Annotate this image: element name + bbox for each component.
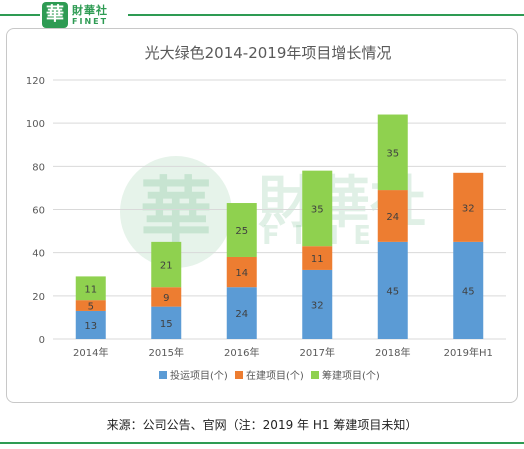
bar-segment-1 <box>377 190 408 242</box>
header-line-right <box>128 14 524 16</box>
source-note: 来源：公司公告、官网（注：2019 年 H1 筹建项目未知） <box>106 418 418 432</box>
x-tick-label: 2015年 <box>149 346 184 359</box>
footer-line <box>0 442 524 444</box>
y-tick-label: 20 <box>32 292 45 303</box>
data-label: 9 <box>163 293 169 304</box>
bar-segment-0 <box>302 269 333 339</box>
data-label: 15 <box>160 319 173 330</box>
legend-label-1: 在建项目(个) <box>246 369 304 382</box>
logo-name-en: FINET <box>72 16 109 26</box>
data-label: 35 <box>311 204 324 215</box>
bar-segment-1 <box>151 287 182 307</box>
bar-segment-2 <box>226 203 257 257</box>
x-tick-label: 2019年H1 <box>444 346 493 359</box>
bar-segment-0 <box>226 287 257 339</box>
bar-segment-0 <box>377 241 408 339</box>
watermark-badge-circle <box>120 156 232 268</box>
x-tick-label: 2017年 <box>300 346 335 359</box>
x-tick-label: 2014年 <box>73 346 108 359</box>
bar-segment-2 <box>377 114 408 191</box>
legend-swatch-2 <box>311 371 319 379</box>
bar-segment-1 <box>302 246 333 270</box>
data-label: 24 <box>386 212 399 223</box>
bar-segment-2 <box>75 276 106 301</box>
bar-segment-0 <box>151 306 182 339</box>
chart-title: 光大绿色2014-2019年项目增长情况 <box>145 44 392 62</box>
bar-segment-1 <box>226 256 257 288</box>
bar-segment-1 <box>453 172 484 242</box>
logo-name-cn: 財華社 <box>72 3 108 17</box>
data-label: 32 <box>462 203 475 214</box>
data-label: 5 <box>88 302 94 313</box>
data-label: 21 <box>160 261 173 272</box>
legend-label-2: 筹建项目(个) <box>322 369 380 382</box>
bar-segment-1 <box>75 300 106 311</box>
legend-swatch-0 <box>159 371 167 379</box>
data-label: 25 <box>235 226 248 237</box>
legend-swatch-1 <box>235 371 243 379</box>
bar-segment-2 <box>302 170 333 247</box>
data-label: 45 <box>386 286 399 297</box>
data-label: 32 <box>311 300 324 311</box>
chart-frame <box>6 28 518 403</box>
legend-label-0: 投运项目(个) <box>170 369 228 382</box>
data-label: 13 <box>84 321 97 332</box>
logo-badge: 華 <box>42 2 68 28</box>
y-tick-label: 0 <box>39 335 45 346</box>
data-label: 45 <box>462 286 475 297</box>
bar-segment-0 <box>453 241 484 339</box>
bar-segment-2 <box>151 241 182 288</box>
y-tick-label: 60 <box>32 206 45 217</box>
watermark-badge-text: 華 <box>140 169 212 253</box>
y-tick-label: 120 <box>26 76 45 87</box>
x-tick-label: 2018年 <box>375 346 410 359</box>
data-label: 11 <box>84 284 97 295</box>
data-label: 24 <box>235 309 248 320</box>
data-label: 35 <box>386 148 399 159</box>
bar-segment-0 <box>75 310 106 339</box>
y-tick-label: 80 <box>32 162 45 173</box>
data-label: 14 <box>235 268 248 279</box>
data-label: 11 <box>311 254 324 265</box>
header-line-left <box>0 14 40 16</box>
stacked-bar-chart: 華財華社FINET光大绿色2014-2019年项目增长情况02040608010… <box>26 44 506 382</box>
finet-logo: 華 財華社 FINET <box>42 2 126 28</box>
y-tick-label: 40 <box>32 249 45 260</box>
x-tick-label: 2016年 <box>224 346 259 359</box>
y-tick-label: 100 <box>26 119 45 130</box>
